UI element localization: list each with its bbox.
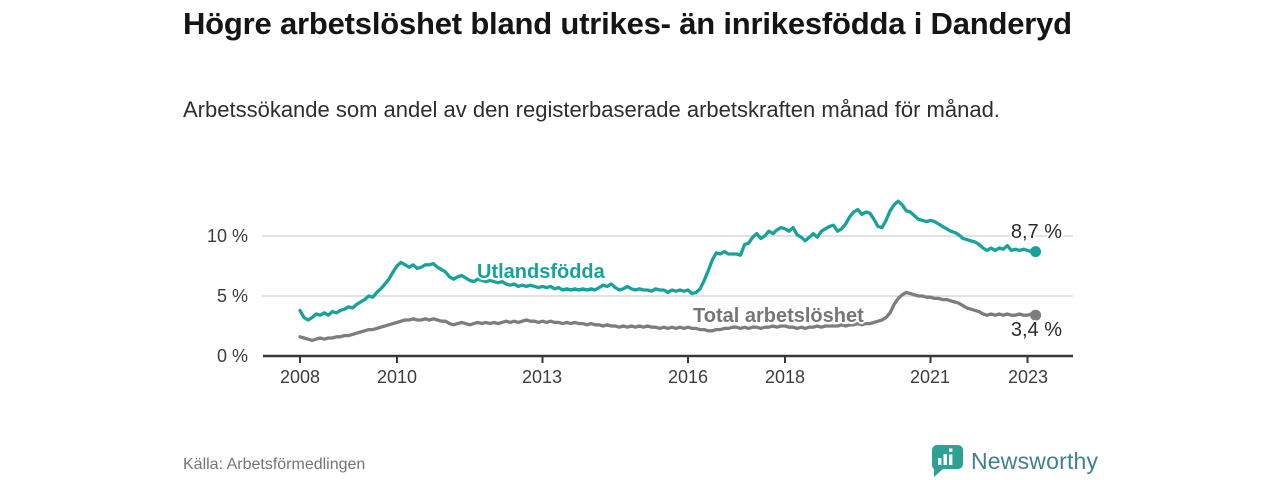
x-axis-label-2013: 2013 — [521, 367, 563, 387]
x-axis-label-2008: 2008 — [279, 367, 321, 387]
series-label-utlandsfodda: Utlandsfödda — [477, 261, 605, 283]
y-axis-label-10: 10 % — [206, 226, 248, 246]
x-axis-label-2010: 2010 — [376, 367, 418, 387]
series-end-dot-0 — [1030, 246, 1042, 258]
series-label-total-arbetsloshet: Total arbetslöshet — [693, 305, 864, 327]
newsworthy-logo-icon — [932, 445, 963, 477]
newsworthy-logo-text: Newsworthy — [971, 447, 1099, 474]
newsworthy-logo: Newsworthy — [929, 443, 1098, 479]
source-note: Källa: Arbetsförmedlingen — [183, 456, 366, 473]
page-title: Högre arbetslöshet bland utrikes- än inr… — [183, 6, 1072, 41]
series-line-0 — [298, 199, 1038, 322]
logo-bubble — [932, 445, 963, 477]
x-axis-label-2023: 2023 — [1007, 367, 1049, 387]
end-value-label-total: 3,4 % — [1010, 319, 1062, 341]
page-subtitle: Arbetssökande som andel av den registerb… — [183, 97, 1000, 122]
y-axis-label-0: 0 % — [216, 346, 248, 366]
end-value-label-utlandsfodda: 8,7 % — [1010, 221, 1062, 243]
y-axis-label-5: 5 % — [216, 286, 248, 306]
series-line-1 — [298, 290, 1038, 343]
x-axis-label-2021: 2021 — [909, 367, 951, 387]
x-axis-label-2018: 2018 — [764, 367, 806, 387]
x-axis-label-2016: 2016 — [667, 367, 709, 387]
